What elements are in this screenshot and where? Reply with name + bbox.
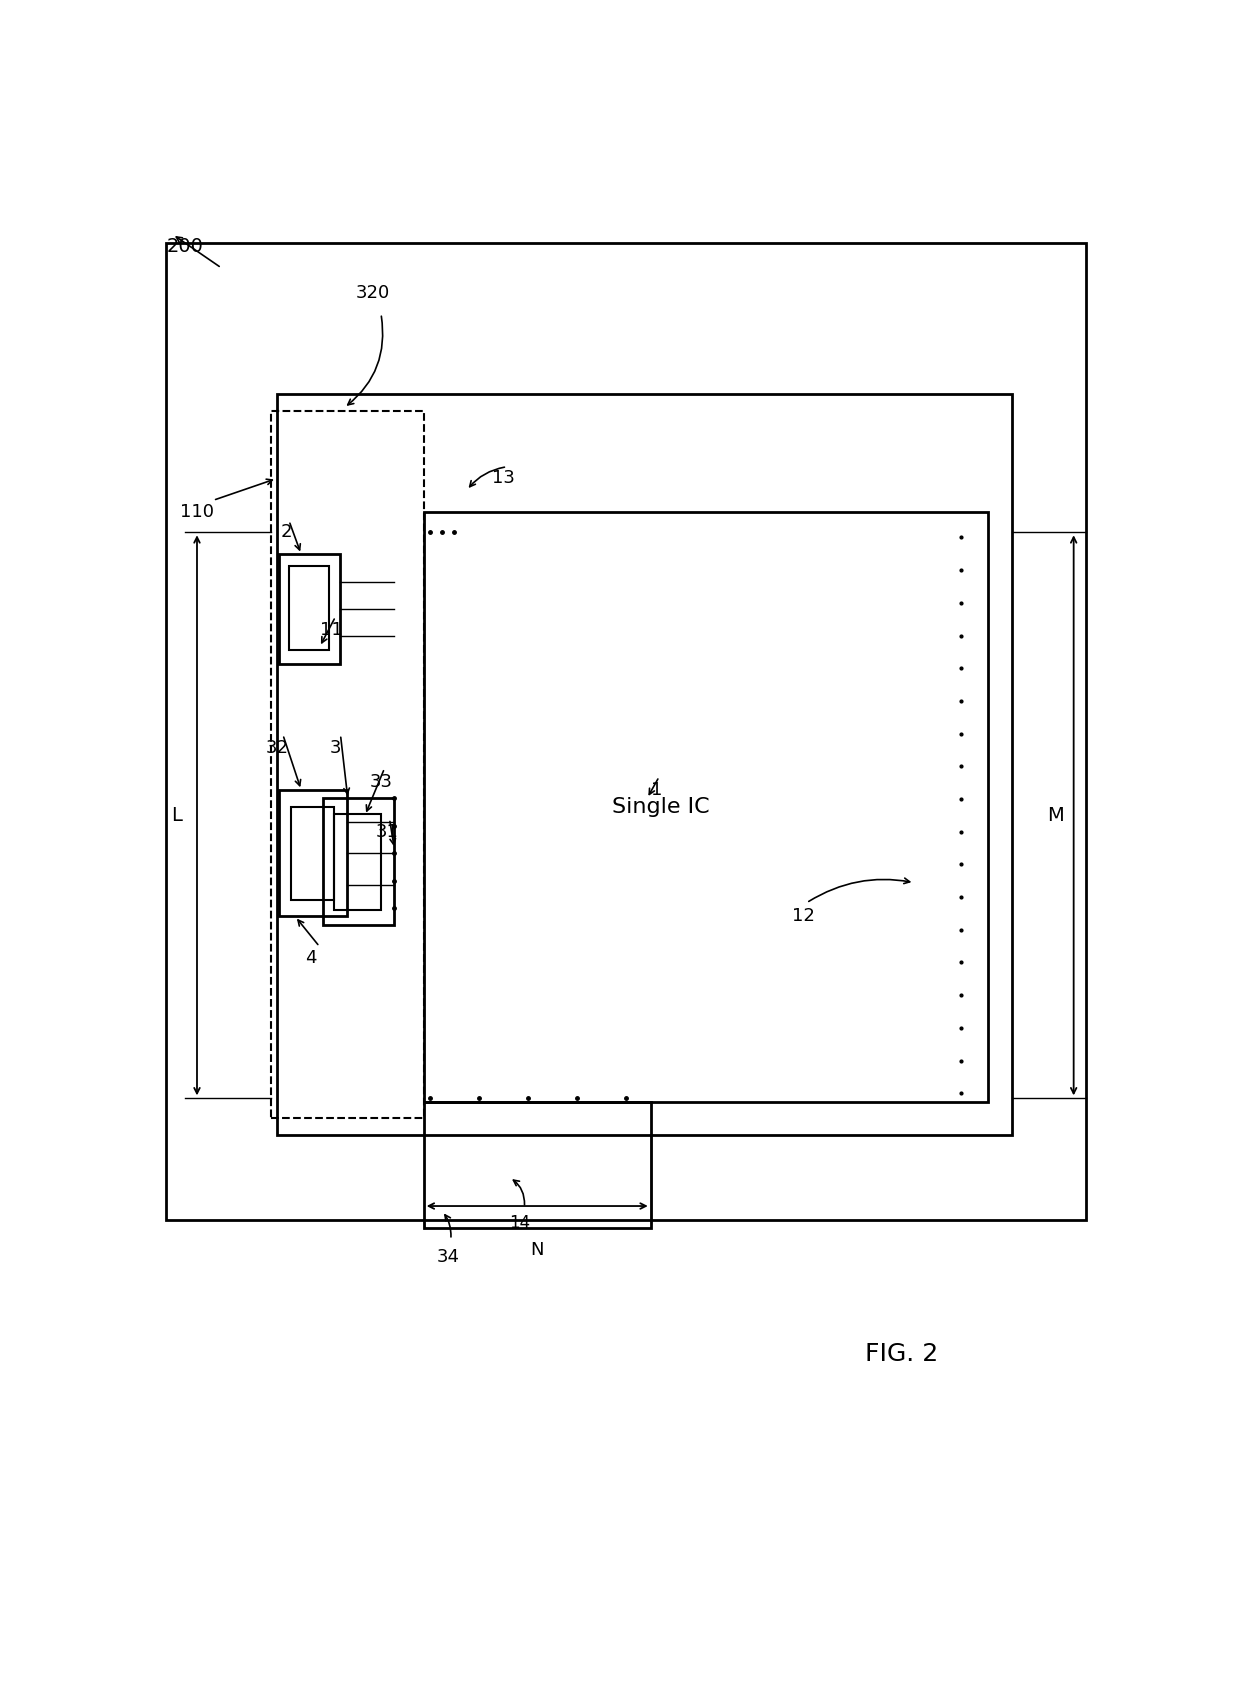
Text: N: N	[529, 1241, 543, 1258]
Text: 14: 14	[508, 1214, 529, 1231]
Bar	[277, 394, 1012, 1136]
Bar	[324, 798, 394, 925]
Text: 33: 33	[370, 773, 392, 791]
Text: 2: 2	[280, 523, 293, 542]
Text: L: L	[171, 807, 181, 825]
Text: 200: 200	[166, 236, 203, 256]
Text: Single IC: Single IC	[611, 796, 709, 817]
Text: 12: 12	[792, 907, 816, 925]
Bar	[424, 513, 988, 1102]
Text: M: M	[1047, 807, 1064, 825]
Text: 320: 320	[355, 284, 389, 302]
Text: 34: 34	[436, 1248, 460, 1265]
Text: 31: 31	[376, 824, 398, 841]
Text: 4: 4	[305, 949, 316, 968]
Bar	[291, 807, 335, 900]
Text: FIG. 2: FIG. 2	[866, 1341, 939, 1367]
Text: 1: 1	[651, 781, 662, 800]
Text: 13: 13	[492, 469, 515, 487]
Bar	[335, 813, 381, 910]
Text: 32: 32	[265, 739, 288, 757]
Text: 3: 3	[330, 739, 341, 757]
Bar	[270, 411, 424, 1119]
Bar	[166, 243, 1086, 1219]
Text: 110: 110	[180, 503, 215, 521]
Text: 11: 11	[320, 621, 343, 638]
Bar	[279, 554, 341, 664]
Bar	[424, 1102, 651, 1228]
Bar	[279, 790, 346, 917]
Bar	[289, 565, 330, 650]
